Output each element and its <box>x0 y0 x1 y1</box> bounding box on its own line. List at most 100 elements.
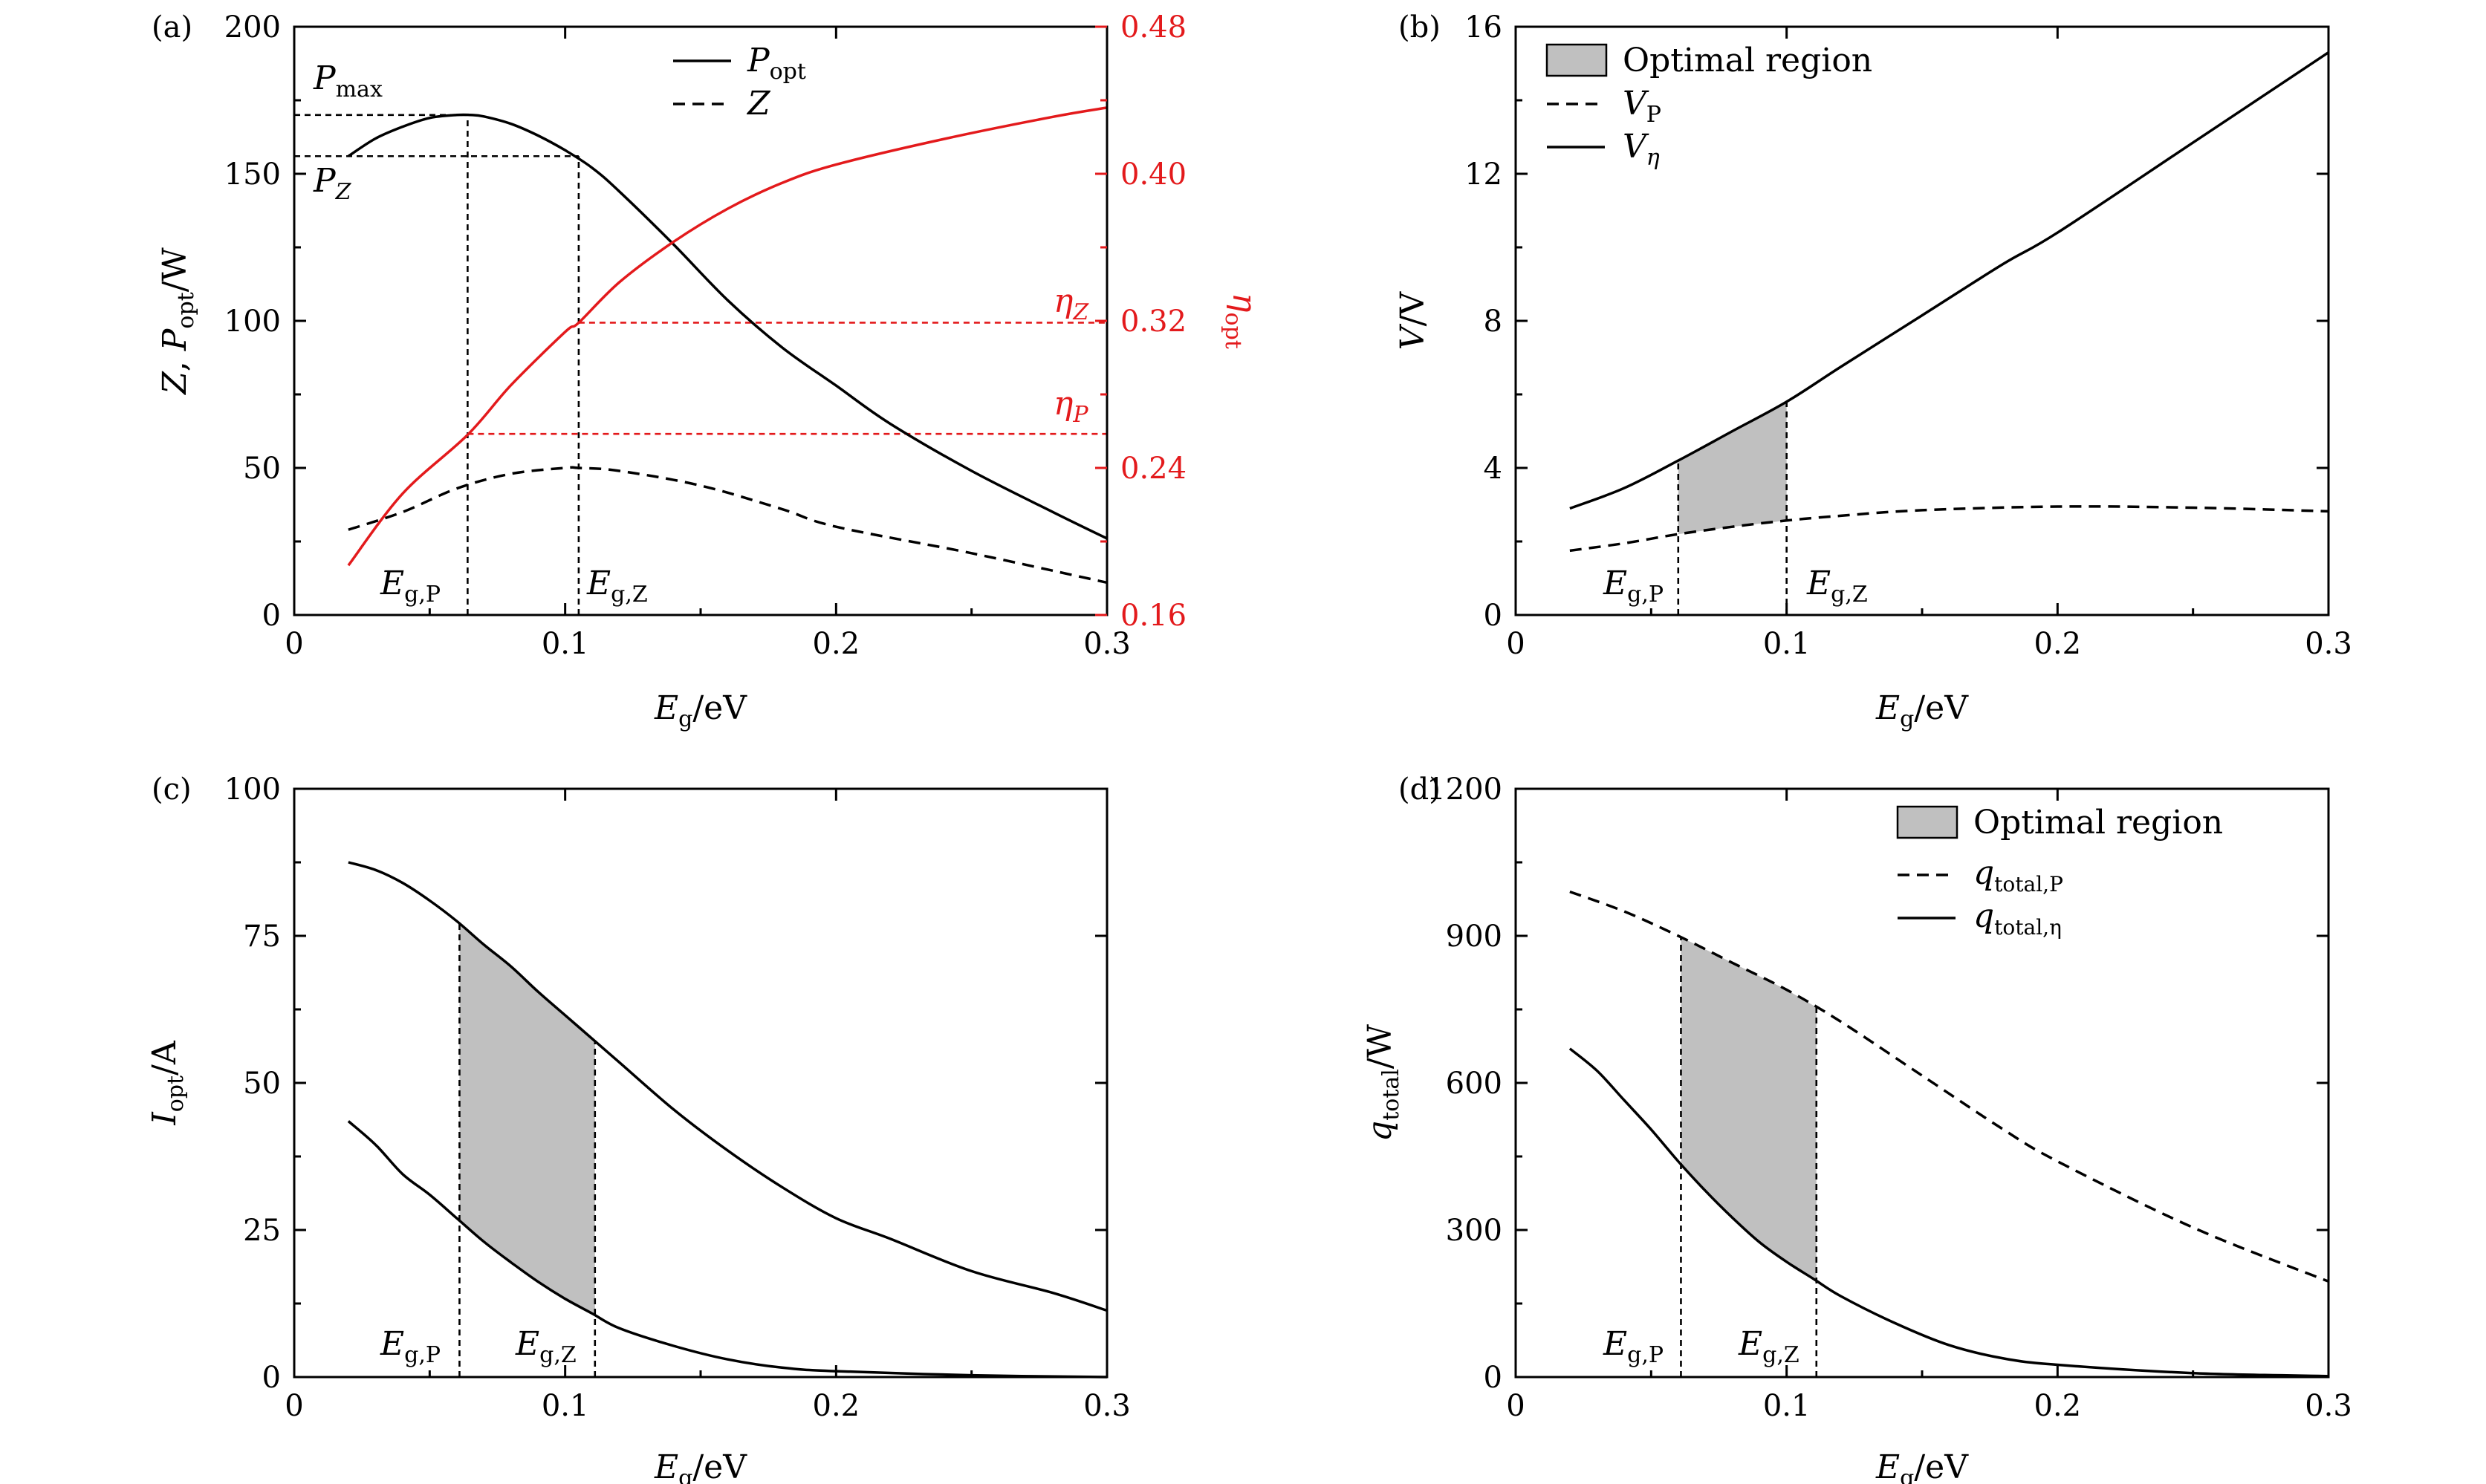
y-tick-label: 50 <box>243 1067 281 1101</box>
series-line-q-total- <box>1568 1047 2329 1378</box>
panel-a-legend: Popt Z <box>673 42 806 123</box>
panel-b-legend: Optimal region VP Vη <box>1545 42 1872 171</box>
panel-b-series <box>1569 51 2329 553</box>
y2-tick-label: 0.48 <box>1120 10 1187 45</box>
series-line--opt <box>347 106 1108 567</box>
legend-q-total-p: qtotal,P <box>1973 854 2063 896</box>
x-tick-label: 0.2 <box>2034 1389 2082 1423</box>
panel-a-series <box>347 106 1108 585</box>
panel-c-region-layer <box>459 923 595 1315</box>
svg-text:Eg,P: Eg,P <box>380 564 441 608</box>
y-tick-label: 75 <box>243 920 281 954</box>
y-tick-label: 16 <box>1464 10 1502 45</box>
x-tick-label: 0 <box>285 627 303 661</box>
y-tick-label: 0 <box>262 599 281 633</box>
x-tick-label: 0 <box>1506 627 1525 661</box>
optimal-region <box>459 923 595 1315</box>
x-tick-label: 0.2 <box>2034 627 2082 661</box>
series-line-upper <box>348 861 1108 1312</box>
svg-text:Eg,Z: Eg,Z <box>515 1325 577 1368</box>
svg-text:ηP: ηP <box>1054 385 1088 428</box>
svg-text:ηZ: ηZ <box>1054 282 1089 325</box>
annotation-eg-p: Eg,P <box>380 564 441 608</box>
svg-text:Eg,Z: Eg,Z <box>586 564 648 608</box>
legend-optimal-region: Optimal region <box>1973 804 2223 842</box>
annotation-eg-z: Eg,Z <box>1806 564 1868 608</box>
legend-q-total-eta: qtotal,η <box>1973 897 2062 940</box>
panel-b-ticks: 0 0.1 0.2 0.3 0 4 8 12 16 <box>1464 10 2352 661</box>
y2-tick-label: 0.16 <box>1120 599 1187 633</box>
x-tick-label: 0.2 <box>813 627 860 661</box>
panel-a-label: (a) <box>152 10 192 45</box>
annotation-eg-z: Eg,Z <box>586 564 648 608</box>
optimal-region <box>1678 401 1787 535</box>
svg-text:Eg,Z: Eg,Z <box>1806 564 1868 608</box>
panel-c: (c) 0 0.1 0.2 0.3 0 25 50 75 100 Eg/eV Iopt/A Eg… <box>146 772 1131 1484</box>
optimal-region <box>1681 937 1817 1281</box>
y-tick-label: 100 <box>224 305 281 339</box>
panel-d-label: (d) <box>1398 772 1441 807</box>
x-tick-label: 0 <box>285 1389 303 1423</box>
y-tick-label: 8 <box>1484 305 1502 339</box>
legend-v-p: VP <box>1623 85 1661 128</box>
panel-a-xlabel: Eg/eV <box>654 689 747 732</box>
x-tick-label: 0.1 <box>1763 1389 1811 1423</box>
x-tick-label: 0.1 <box>542 627 589 661</box>
annotation-p-z: PZ <box>313 162 352 205</box>
panel-d-series <box>1568 890 2329 1378</box>
panel-d: (d) 0 0.1 0.2 0.3 0 300 600 900 1200 Eg/eV qtota… <box>1361 772 2352 1484</box>
panel-c-xlabel: Eg/eV <box>654 1448 747 1484</box>
y2-tick-label: 0.40 <box>1120 157 1187 192</box>
panel-a-frame <box>293 25 1109 616</box>
panel-c-series <box>347 861 1108 1379</box>
panel-a: (a) 0 0.1 0.2 0.3 0 50 100 150 200 0.16 0.24 0.32 0.… <box>152 10 1263 732</box>
panel-a-guides <box>294 114 1107 615</box>
panel-b-guides <box>1677 401 1788 615</box>
panel-c-guides <box>458 923 597 1377</box>
svg-text:Eg,Z: Eg,Z <box>1738 1325 1799 1368</box>
annotation-eg-z: Eg,Z <box>515 1325 577 1368</box>
x-tick-label: 0.3 <box>1083 1389 1131 1423</box>
x-tick-label: 0.3 <box>2305 1389 2352 1423</box>
y-tick-label: 900 <box>1446 920 1502 954</box>
annotation-eg-p: Eg,P <box>380 1325 441 1368</box>
y-tick-label: 300 <box>1446 1214 1502 1248</box>
annotation-eg-p: Eg,P <box>1603 1325 1664 1368</box>
series-line-v- <box>1569 51 2329 510</box>
x-tick-label: 0.2 <box>813 1389 860 1423</box>
y-tick-label: 100 <box>224 772 281 807</box>
legend-p-opt: Popt <box>747 42 806 85</box>
y2-tick-label: 0.24 <box>1120 452 1187 486</box>
svg-text:Pmax: Pmax <box>313 59 383 102</box>
legend-optimal-region: Optimal region <box>1623 42 1872 79</box>
panel-d-ticks: 0 0.1 0.2 0.3 0 300 600 900 1200 <box>1427 772 2352 1423</box>
panel-b-xlabel: Eg/eV <box>1875 689 1969 732</box>
annotation-eg-z: Eg,Z <box>1738 1325 1799 1368</box>
legend-v-eta: Vη <box>1623 128 1660 171</box>
series-line-q-total-p <box>1569 890 2329 1283</box>
legend-z: Z <box>746 85 771 123</box>
legend-region-swatch <box>1545 43 1608 77</box>
panel-d-xlabel: Eg/eV <box>1875 1448 1969 1484</box>
panel-c-label: (c) <box>152 772 192 807</box>
panel-c-ticks: 0 0.1 0.2 0.3 0 25 50 75 100 <box>224 772 1131 1423</box>
svg-text:PZ: PZ <box>313 162 352 205</box>
x-tick-label: 0.1 <box>542 1389 589 1423</box>
y-tick-label: 0 <box>262 1361 281 1395</box>
panel-d-frame <box>1514 787 2330 1379</box>
panel-c-frame <box>293 787 1109 1379</box>
panel-b-label: (b) <box>1398 10 1441 45</box>
x-tick-label: 0 <box>1506 1389 1525 1423</box>
panel-d-legend: Optimal region qtotal,P qtotal,η <box>1896 804 2223 940</box>
svg-text:Eg,P: Eg,P <box>1603 1325 1664 1368</box>
panel-a-ticks: 0 0.1 0.2 0.3 0 50 100 150 200 0.16 0.24 0.32 0.40 0.… <box>224 10 1187 661</box>
y-tick-label: 1200 <box>1427 772 1502 807</box>
annotation-eg-p: Eg,P <box>1603 564 1664 608</box>
y-tick-label: 600 <box>1446 1067 1502 1101</box>
y2-tick-label: 0.32 <box>1120 305 1187 339</box>
series-line-z <box>348 466 1108 585</box>
y-tick-label: 0 <box>1484 1361 1502 1395</box>
panel-c-ylabel: Iopt/A <box>146 1040 189 1126</box>
panel-b-region-layer <box>1678 401 1787 535</box>
svg-text:Eg,P: Eg,P <box>1603 564 1664 608</box>
